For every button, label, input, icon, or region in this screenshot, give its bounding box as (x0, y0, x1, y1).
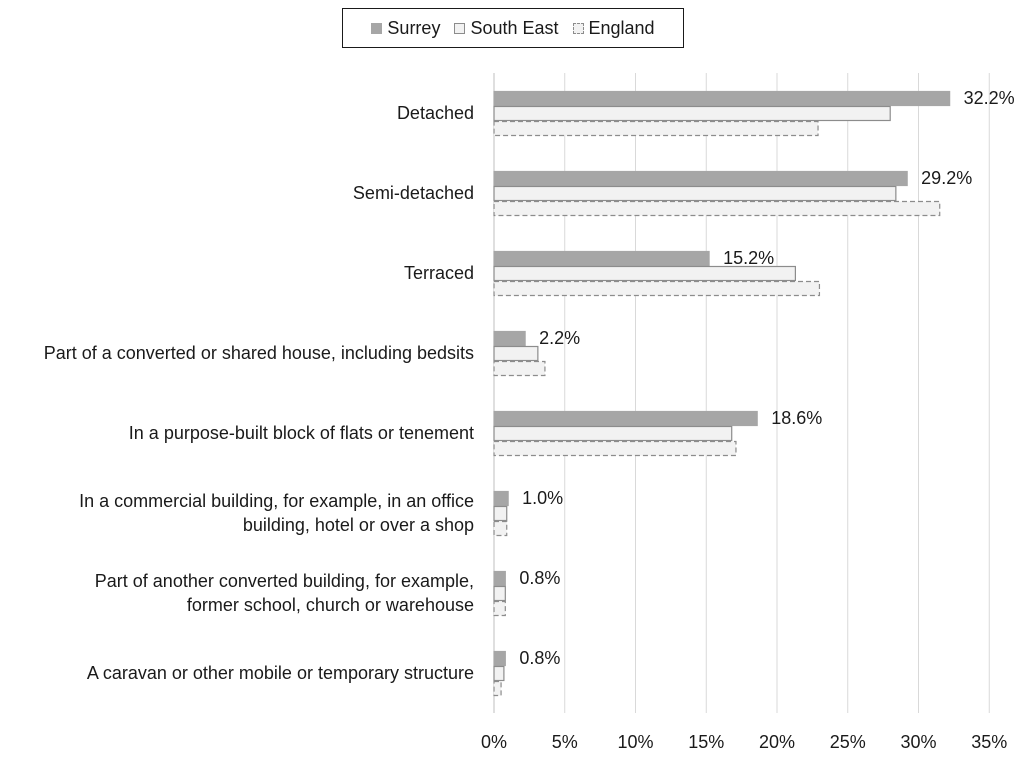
legend-item-south-east: South East (454, 17, 559, 39)
legend-item-surrey: Surrey (371, 18, 440, 39)
legend-label-south-east: South East (470, 17, 559, 38)
category-label-line: former school, church or warehouse (186, 595, 474, 615)
legend-label-surrey: Surrey (387, 17, 441, 38)
bar-south-east (493, 345, 539, 362)
category-label: Part of a converted or shared house, inc… (44, 341, 474, 365)
bar-surrey (493, 650, 506, 667)
x-axis-ticks: 0% 5% 10% 15% 20% 25% 30% 35% (481, 732, 1007, 752)
data-labels: 32.2% 29.2% 15.2% 2.2% 18.6% 1.0% 0.8% 0.8% (519, 88, 1014, 668)
bar-england (493, 440, 737, 457)
category-label: Terraced (404, 261, 474, 285)
bar-england (493, 360, 546, 377)
gridlines (493, 73, 990, 713)
legend-swatch-south-east (454, 22, 466, 34)
data-label-surrey: 2.2% (539, 328, 580, 348)
bar-england (493, 680, 502, 697)
bar-england (493, 520, 508, 537)
category-label-line: Terraced (403, 263, 474, 283)
data-label-surrey: 1.0% (522, 488, 563, 508)
category-label-line: In a commercial building, for example, i… (79, 491, 474, 511)
bar-surrey (493, 490, 509, 507)
category-label-line: Detached (396, 103, 474, 123)
bar-south-east (493, 505, 508, 522)
category-label-line: Semi-detached (352, 183, 474, 203)
data-label-surrey: 18.6% (771, 408, 822, 428)
data-label-surrey: 29.2% (921, 168, 972, 188)
category-label: In a commercial building, for example, i… (79, 489, 474, 537)
x-tick-label: 20% (759, 732, 795, 752)
category-label: In a purpose-built block of flats or ten… (129, 421, 474, 445)
bar-surrey (493, 410, 758, 427)
category-label-line: Part of a converted or shared house, inc… (43, 343, 474, 363)
x-tick-label: 35% (971, 732, 1007, 752)
category-label-line: In a purpose-built block of flats or ten… (128, 423, 474, 443)
x-tick-label: 15% (688, 732, 724, 752)
legend-swatch-england (572, 22, 584, 34)
bars (493, 90, 951, 697)
category-label: A caravan or other mobile or temporary s… (87, 661, 474, 685)
bar-england (493, 600, 506, 617)
bar-england (493, 200, 941, 217)
bar-surrey (493, 170, 908, 187)
x-tick-label: 10% (617, 732, 653, 752)
data-label-surrey: 0.8% (519, 648, 560, 668)
bar-surrey (493, 570, 506, 587)
bar-south-east (493, 585, 506, 602)
data-label-surrey: 0.8% (519, 568, 560, 588)
bar-south-east (493, 185, 897, 202)
legend-label-england: England (588, 17, 655, 38)
x-tick-label: 0% (481, 732, 507, 752)
data-label-surrey: 15.2% (723, 248, 774, 268)
category-label-line: A caravan or other mobile or temporary s… (86, 663, 474, 683)
legend-item-england: England (572, 17, 655, 39)
bar-england (493, 120, 819, 137)
bar-south-east (493, 105, 891, 122)
x-tick-label: 25% (830, 732, 866, 752)
category-label-line: building, hotel or over a shop (242, 515, 474, 535)
bar-surrey (493, 330, 526, 347)
bar-surrey (493, 250, 710, 267)
bar-south-east (493, 665, 505, 682)
legend-swatch-surrey (371, 22, 383, 34)
category-label: Part of another converted building, for … (95, 569, 474, 617)
legend: Surrey South East England (342, 8, 684, 48)
category-label: Semi-detached (353, 181, 474, 205)
category-label-line: Part of another converted building, for … (94, 571, 474, 591)
bar-england (493, 280, 821, 297)
bar-south-east (493, 265, 796, 282)
bar-south-east (493, 425, 733, 442)
x-tick-label: 5% (552, 732, 578, 752)
x-tick-label: 30% (900, 732, 936, 752)
category-label: Detached (397, 101, 474, 125)
data-label-surrey: 32.2% (964, 88, 1015, 108)
bar-surrey (493, 90, 951, 107)
